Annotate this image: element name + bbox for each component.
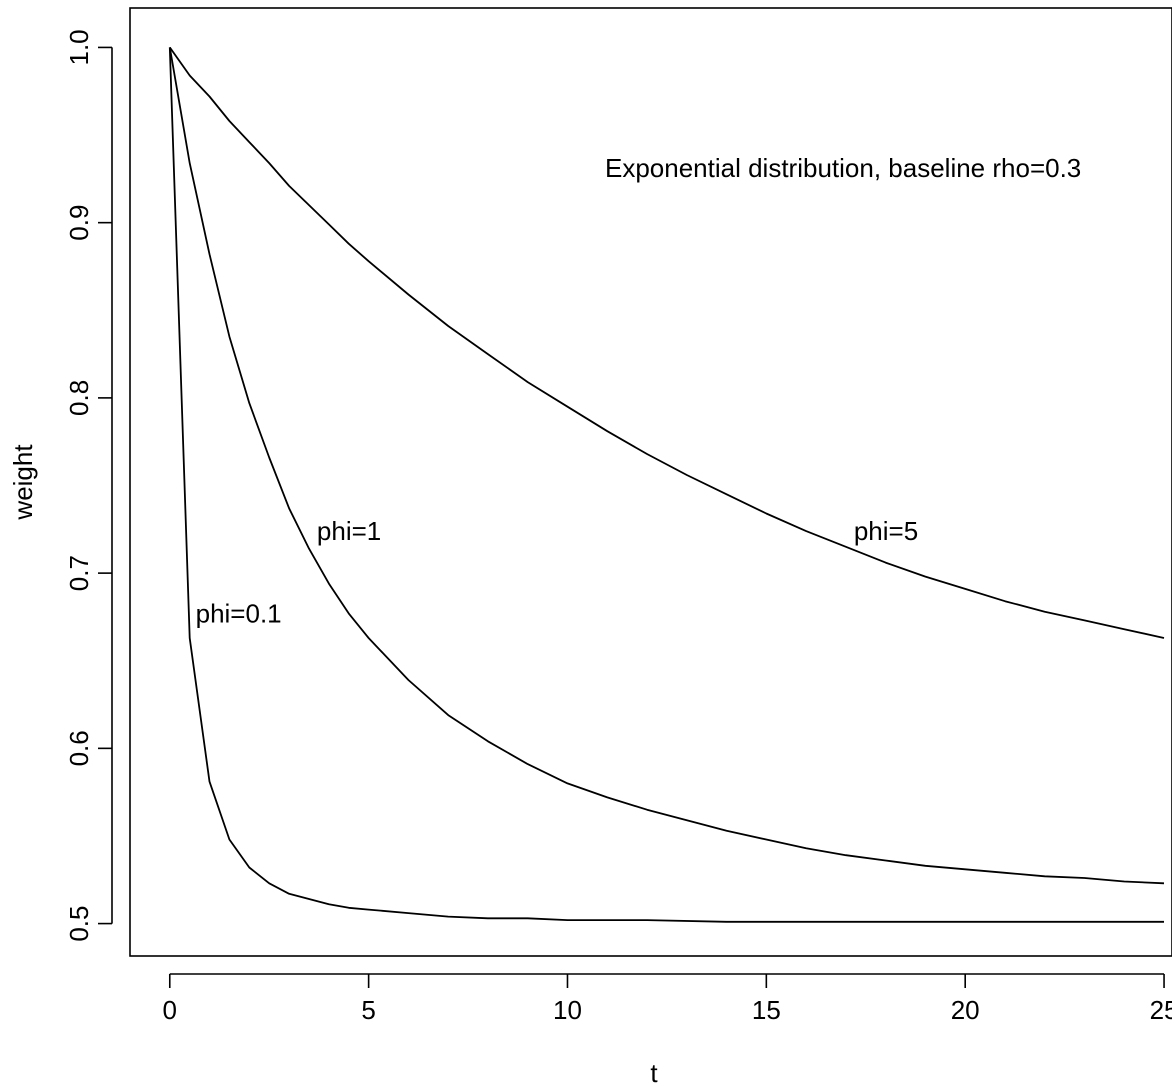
- x-axis-title: t: [650, 1058, 658, 1088]
- series-line-phi-5: [169, 46, 1165, 639]
- x-tick-label: 5: [361, 995, 375, 1025]
- x-tick-label: 10: [553, 995, 582, 1025]
- series-label: phi=0.1: [196, 598, 282, 628]
- x-tick-label: 0: [163, 995, 177, 1025]
- series-line-phi-0-1: [168, 47, 1164, 923]
- series-layer: [168, 46, 1165, 923]
- x-tick-label: 25: [1150, 995, 1172, 1025]
- chart-annotation: Exponential distribution, baseline rho=0…: [605, 153, 1081, 183]
- y-tick-label: 0.5: [64, 906, 94, 942]
- y-tick-label: 0.7: [64, 555, 94, 591]
- y-tick-label: 0.9: [64, 205, 94, 241]
- series-label: phi=1: [317, 516, 381, 546]
- y-tick-label: 1.0: [64, 29, 94, 65]
- y-axis-title: weight: [8, 444, 38, 521]
- y-tick-label: 0.8: [64, 380, 94, 416]
- x-tick-label: 20: [951, 995, 980, 1025]
- y-axis: 0.5 0.6 0.7 0.8 0.9 1.0: [64, 29, 113, 942]
- x-axis: 0 5 10 15 20 25: [163, 973, 1172, 1025]
- y-tick-label: 0.6: [64, 730, 94, 766]
- plot-frame: [129, 7, 1172, 957]
- series-labels: phi=0.1 phi=1 phi=5: [196, 516, 919, 628]
- series-line-phi-1: [168, 47, 1165, 885]
- x-tick-label: 15: [752, 995, 781, 1025]
- series-label: phi=5: [854, 516, 918, 546]
